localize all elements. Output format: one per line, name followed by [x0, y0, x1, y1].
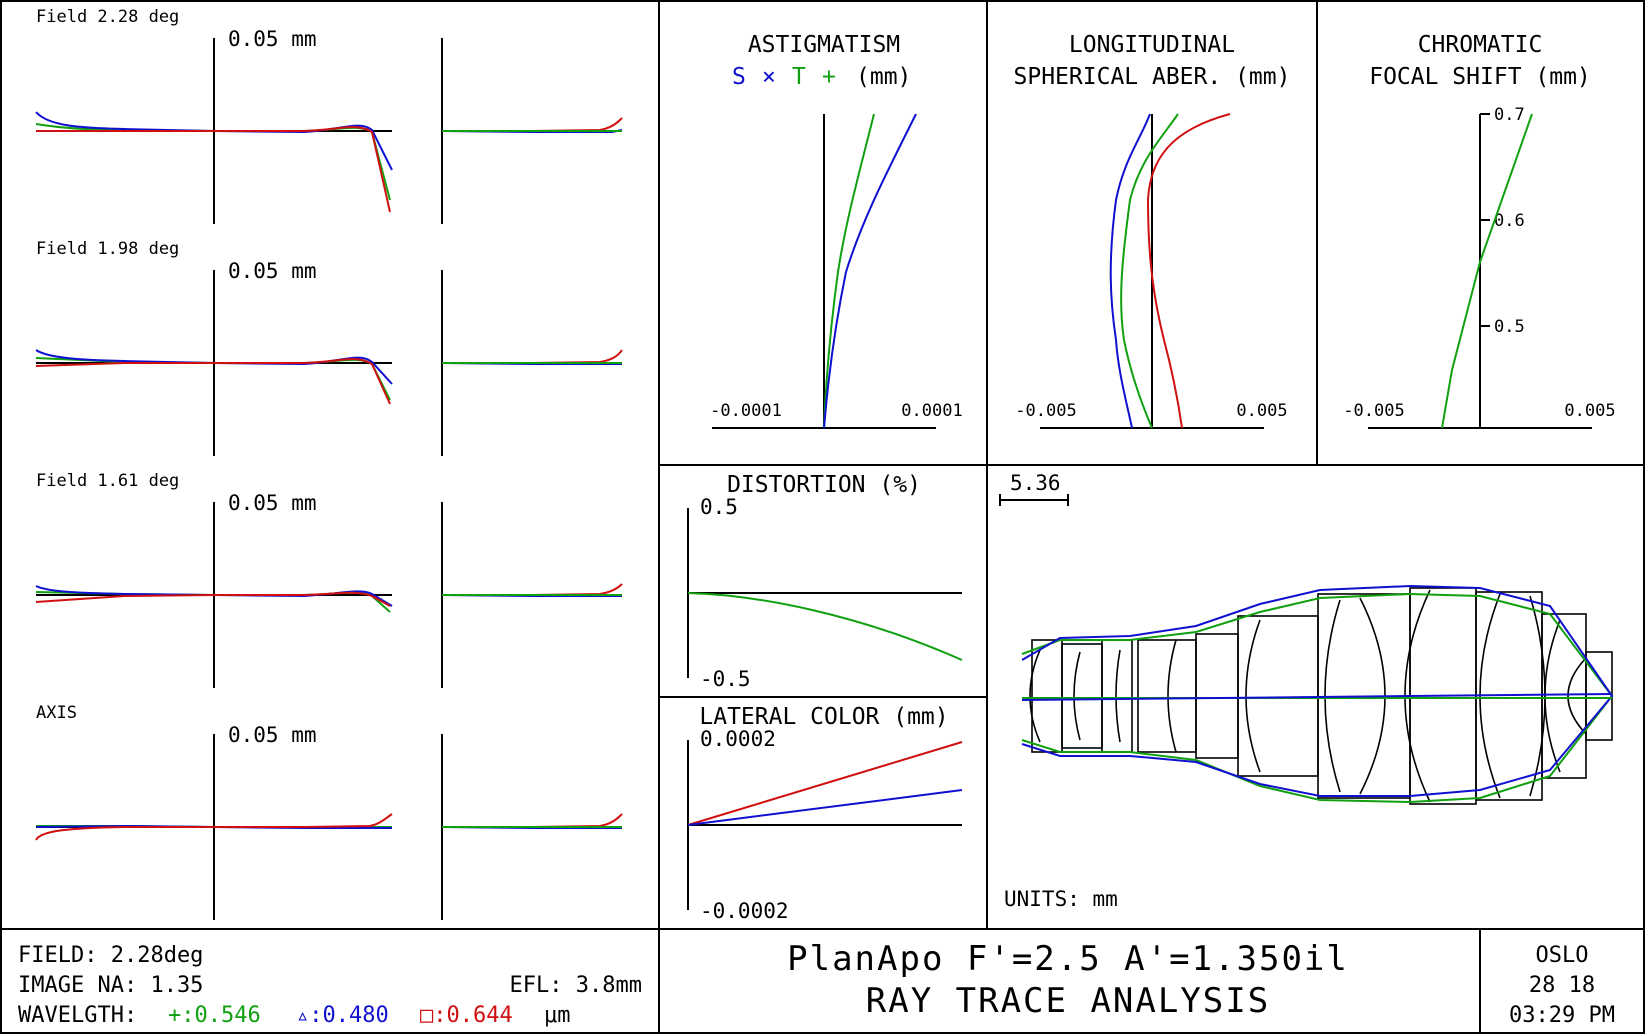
sph-title2: SPHERICAL ABER. (mm)	[1014, 64, 1291, 90]
scale-label: 0.05 mm	[228, 259, 317, 283]
lateral-color-panel: LATERAL COLOR (mm) 0.0002 -0.0002	[687, 704, 963, 923]
lat-curve-red	[687, 741, 963, 826]
distortion-panel: DISTORTION (%) 0.5 -0.5	[687, 472, 963, 691]
scale-bar-label: 5.36	[1010, 471, 1061, 495]
fan-sag-red	[442, 349, 623, 364]
astig-xmax: 0.0001	[901, 401, 962, 421]
footer-wl-green: +:0.546	[168, 1003, 261, 1028]
astig-curve-s	[823, 113, 917, 429]
dist-ymin: -0.5	[700, 667, 751, 691]
ray-fan-axis: AXIS 0.05 mm	[35, 703, 623, 920]
fan-curve-red	[35, 358, 391, 405]
astig-curve-t	[823, 113, 875, 429]
astig-legend-s-mark: ×	[762, 64, 776, 90]
chrom-ytick-06: 0.6	[1494, 211, 1525, 231]
astig-legend-s: S	[732, 64, 746, 90]
spherical-panel: LONGITUDINAL SPHERICAL ABER. (mm) -0.005…	[1014, 32, 1291, 429]
astig-legend-t: T	[792, 64, 806, 90]
fan-curve-red	[36, 126, 391, 213]
footer-title2: RAY TRACE ANALYSIS	[866, 981, 1270, 1021]
sph-curve-red	[1146, 113, 1231, 429]
lens-layout-panel: 5.36 UNITS: mm	[999, 471, 1614, 911]
lat-curve-blue	[687, 789, 963, 826]
field-label: Field 1.61 deg	[36, 471, 179, 491]
dist-ymax: 0.5	[700, 495, 738, 519]
footer-time: 03:29 PM	[1509, 1003, 1615, 1028]
footer-wl-blue: ▵:0.480	[296, 1003, 389, 1028]
astig-legend-unit: (mm)	[856, 64, 911, 90]
lat-ymin: -0.0002	[700, 899, 789, 923]
fan-sag-red	[442, 117, 623, 132]
chrom-xmin: -0.005	[1343, 401, 1404, 421]
footer-wl-unit: μm	[544, 1003, 571, 1028]
field-label: Field 1.98 deg	[36, 239, 179, 259]
chrom-title1: CHROMATIC	[1418, 32, 1543, 58]
lat-title: LATERAL COLOR (mm)	[699, 704, 948, 730]
chrom-title2: FOCAL SHIFT (mm)	[1369, 64, 1591, 90]
axial-ray-blue	[1021, 693, 1613, 701]
footer-wavelength-label: WAVELGTH:	[18, 1003, 137, 1028]
ray-fans: Field 2.28 deg 0.05 mm Field 1.98 deg 0.…	[35, 7, 623, 920]
footer-wl-red: □:0.644	[420, 1003, 513, 1028]
ray-fan-field-1: Field 2.28 deg 0.05 mm	[35, 7, 623, 224]
astig-title: ASTIGMATISM	[748, 32, 900, 58]
footer-date: 28 18	[1529, 973, 1595, 998]
dist-title: DISTORTION (%)	[727, 472, 921, 498]
sph-xmax: 0.005	[1236, 401, 1287, 421]
footer: FIELD: 2.28deg IMAGE NA: 1.35 EFL: 3.8mm…	[18, 939, 1615, 1028]
ray-fan-field-2: Field 1.98 deg 0.05 mm	[35, 239, 623, 456]
chrom-curve	[1441, 113, 1533, 429]
chrom-xmax: 0.005	[1564, 401, 1615, 421]
chromatic-panel: CHROMATIC FOCAL SHIFT (mm) -0.005 0.005 …	[1343, 32, 1616, 429]
footer-image-na: IMAGE NA: 1.35	[18, 973, 203, 998]
scale-label: 0.05 mm	[228, 491, 317, 515]
footer-title1: PlanApo F'=2.5 A'=1.350il	[787, 939, 1349, 979]
footer-field: FIELD: 2.28deg	[18, 943, 203, 968]
sph-curve-green	[1120, 113, 1179, 429]
scale-label: 0.05 mm	[228, 27, 317, 51]
ray-envelope-blue	[1021, 584, 1614, 797]
sph-curve-blue	[1109, 113, 1151, 429]
astig-xmin: -0.0001	[710, 401, 782, 421]
field-label: AXIS	[36, 703, 77, 723]
fan-sag-red	[442, 583, 623, 596]
footer-program: OSLO	[1536, 943, 1589, 968]
units-label: UNITS: mm	[1004, 887, 1118, 911]
ray-fan-field-3: Field 1.61 deg 0.05 mm	[35, 471, 623, 688]
footer-efl: EFL: 3.8mm	[510, 973, 642, 998]
fan-curve-red	[35, 813, 393, 841]
fan-curve-red	[35, 591, 391, 607]
sph-title1: LONGITUDINAL	[1069, 32, 1235, 58]
field-label: Field 2.28 deg	[36, 7, 179, 27]
astigmatism-panel: ASTIGMATISM S × T + (mm) -0.0001 0.0001	[710, 32, 963, 429]
scale-label: 0.05 mm	[228, 723, 317, 747]
lat-ymax: 0.0002	[700, 727, 776, 751]
chrom-ytick-05: 0.5	[1494, 317, 1525, 337]
fan-sag-red	[442, 813, 623, 828]
dist-curve	[687, 592, 963, 661]
astig-legend-t-mark: +	[822, 64, 836, 90]
chrom-ytick-07: 0.7	[1494, 105, 1525, 125]
sph-xmin: -0.005	[1015, 401, 1076, 421]
